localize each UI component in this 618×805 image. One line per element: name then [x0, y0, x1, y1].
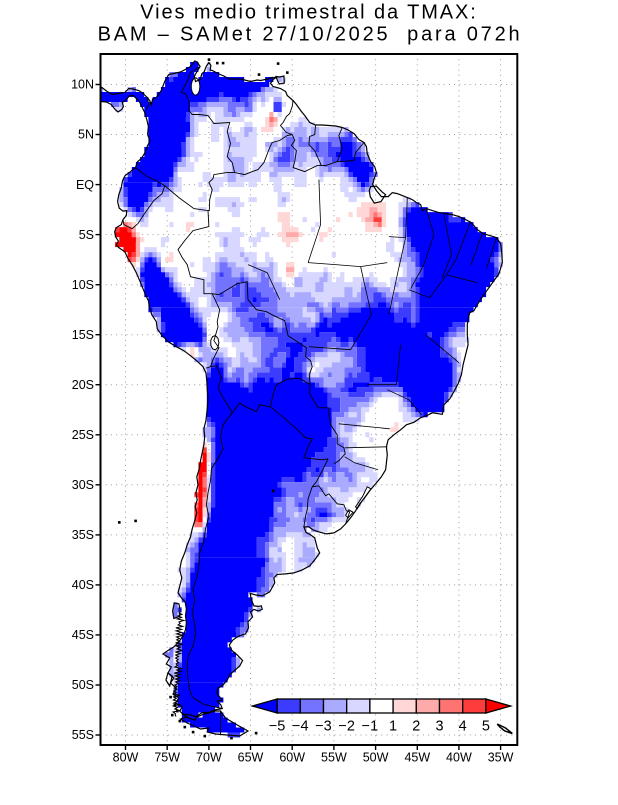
svg-text:5: 5 [482, 719, 490, 735]
svg-text:25S: 25S [72, 428, 94, 442]
svg-text:35W: 35W [488, 751, 514, 765]
svg-text:5N: 5N [78, 128, 94, 142]
svg-text:2: 2 [412, 719, 420, 735]
svg-text:−5: −5 [269, 719, 286, 735]
svg-text:35S: 35S [72, 528, 94, 542]
svg-text:−4: −4 [292, 719, 309, 735]
svg-text:75W: 75W [154, 751, 180, 765]
svg-text:65W: 65W [238, 751, 264, 765]
svg-text:4: 4 [459, 719, 467, 735]
svg-text:3: 3 [435, 719, 443, 735]
svg-text:10S: 10S [72, 278, 94, 292]
svg-text:50W: 50W [363, 751, 389, 765]
svg-text:40W: 40W [446, 751, 472, 765]
svg-text:40S: 40S [72, 578, 94, 592]
svg-text:30S: 30S [72, 478, 94, 492]
svg-text:45S: 45S [72, 628, 94, 642]
svg-text:5S: 5S [79, 228, 94, 242]
svg-text:1: 1 [389, 719, 397, 735]
svg-text:EQ: EQ [76, 178, 94, 192]
svg-text:60W: 60W [279, 751, 305, 765]
svg-text:70W: 70W [196, 751, 222, 765]
svg-text:−1: −1 [362, 719, 379, 735]
svg-text:20S: 20S [72, 378, 94, 392]
svg-text:Vies medio trimestral da TMAX:: Vies medio trimestral da TMAX: [140, 2, 477, 24]
svg-text:55W: 55W [321, 751, 347, 765]
svg-text:−2: −2 [338, 719, 355, 735]
svg-text:55S: 55S [72, 728, 94, 742]
svg-text:50S: 50S [72, 678, 94, 692]
svg-text:10N: 10N [71, 78, 94, 92]
svg-text:−3: −3 [315, 719, 332, 735]
svg-text:15S: 15S [72, 328, 94, 342]
svg-text:45W: 45W [404, 751, 430, 765]
svg-text:BAM – SAMet 27/10/2025 para 0: BAM – SAMet 27/10/2025 para 072h [98, 24, 523, 46]
svg-text:80W: 80W [113, 751, 139, 765]
